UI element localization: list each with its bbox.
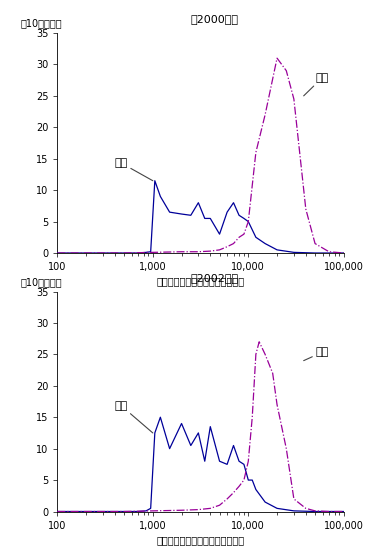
Text: （2000年）: （2000年）: [191, 14, 239, 24]
Text: 日本: 日本: [304, 348, 328, 361]
Text: 中国: 中国: [115, 158, 153, 181]
Text: （10億ドル）: （10億ドル）: [20, 19, 62, 29]
Text: 日本: 日本: [304, 73, 328, 96]
X-axis label: 輸出品目の付加価値指標（ドル）: 輸出品目の付加価値指標（ドル）: [157, 276, 244, 286]
X-axis label: 輸出品目の付加価値指標（ドル）: 輸出品目の付加価値指標（ドル）: [157, 535, 244, 544]
Text: （10億ドル）: （10億ドル）: [20, 277, 62, 287]
Text: （2002年）: （2002年）: [191, 273, 239, 283]
Text: 中国: 中国: [115, 401, 153, 433]
